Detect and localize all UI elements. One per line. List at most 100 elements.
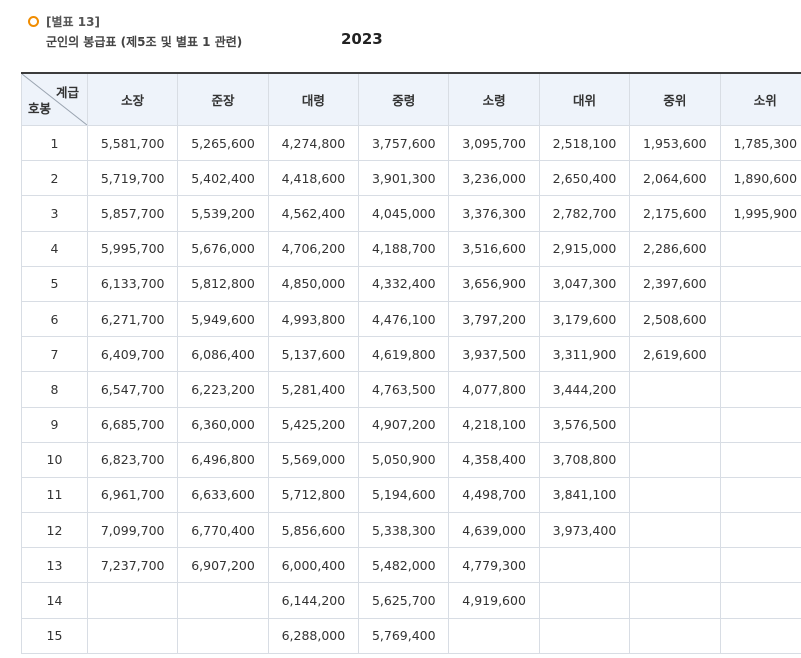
- pay-cell: 2,782,700: [538, 195, 631, 232]
- pay-cell: 6,223,200: [177, 371, 269, 408]
- pay-cell: 4,619,800: [358, 336, 450, 373]
- pay-cell: 3,047,300: [538, 265, 631, 302]
- column-header: 준장: [177, 72, 269, 126]
- diagonal-divider: [22, 74, 87, 125]
- pay-cell: [86, 582, 179, 619]
- table-caption: 군인의 봉급표 (제5조 및 별표 1 관련): [46, 35, 243, 49]
- pay-cell: 4,850,000: [267, 265, 360, 302]
- pay-cell: 7,237,700: [86, 547, 179, 584]
- pay-cell: 6,133,700: [86, 265, 179, 302]
- pay-cell: 3,516,600: [448, 230, 540, 267]
- pay-cell: 3,311,900: [538, 336, 631, 373]
- pay-cell: [719, 371, 801, 408]
- table-row: 2 5,719,700 5,402,400 4,418,600 3,901,300 3,2…: [21, 160, 801, 197]
- pay-cell: 4,907,200: [358, 406, 450, 443]
- pay-cell: 3,973,400: [538, 512, 631, 549]
- pay-cell: 3,901,300: [358, 160, 450, 197]
- pay-cell: 3,444,200: [538, 371, 631, 408]
- pay-cell: [177, 617, 269, 654]
- table-body: 1 5,581,700 5,265,600 4,274,800 3,757,600 3,0…: [21, 124, 801, 654]
- pay-cell: 5,769,400: [358, 617, 450, 654]
- pay-cell: [719, 617, 801, 654]
- pay-cell: 4,218,100: [448, 406, 540, 443]
- pay-cell: 2,915,000: [538, 230, 631, 267]
- pay-cell: 2,650,400: [538, 160, 631, 197]
- step-cell: 15: [21, 617, 88, 654]
- pay-cell: [719, 441, 801, 478]
- pay-cell: 5,338,300: [358, 512, 450, 549]
- pay-cell: [538, 547, 631, 584]
- column-header: 소장: [86, 72, 179, 126]
- step-cell: 12: [21, 512, 88, 549]
- pay-cell: [177, 582, 269, 619]
- table-row: 9 6,685,700 6,360,000 5,425,200 4,907,200 4,2…: [21, 406, 801, 443]
- pay-cell: [629, 512, 721, 549]
- step-cell: 13: [21, 547, 88, 584]
- pay-cell: [719, 300, 801, 338]
- pay-cell: 4,476,100: [358, 300, 450, 338]
- step-label: 호봉: [28, 101, 52, 116]
- pay-cell: [538, 582, 631, 619]
- pay-cell: 5,581,700: [86, 124, 179, 162]
- pay-cell: 1,953,600: [629, 124, 721, 162]
- pay-cell: 1,995,900: [719, 195, 801, 232]
- pay-cell: 6,496,800: [177, 441, 269, 478]
- pay-cell: 6,271,700: [86, 300, 179, 338]
- pay-cell: 4,779,300: [448, 547, 540, 584]
- pay-cell: 6,086,400: [177, 336, 269, 373]
- table-row: 6 6,271,700 5,949,600 4,993,800 4,476,100 3,7…: [21, 300, 801, 338]
- pay-cell: [629, 547, 721, 584]
- pay-cell: 6,288,000: [267, 617, 360, 654]
- appendix-tag: [별표 13]: [46, 15, 100, 29]
- table-row: 1 5,581,700 5,265,600 4,274,800 3,757,600 3,0…: [21, 124, 801, 162]
- pay-cell: 6,961,700: [86, 476, 179, 514]
- pay-cell: 6,685,700: [86, 406, 179, 443]
- pay-cell: [629, 617, 721, 654]
- pay-cell: 4,562,400: [267, 195, 360, 232]
- pay-cell: 3,236,000: [448, 160, 540, 197]
- column-header: 소령: [448, 72, 540, 126]
- pay-cell: 2,064,600: [629, 160, 721, 197]
- rank-label: 계급: [55, 85, 79, 100]
- pay-cell: 5,812,800: [177, 265, 269, 302]
- pay-cell: 5,949,600: [177, 300, 269, 338]
- pay-cell: 3,937,500: [448, 336, 540, 373]
- pay-cell: 2,286,600: [629, 230, 721, 267]
- step-cell: 9: [21, 406, 88, 443]
- pay-cell: 4,358,400: [448, 441, 540, 478]
- header-row: 계급 호봉 소장 준장 대령 중령 소령 대위 중위 소위: [21, 72, 801, 126]
- pay-cell: [629, 406, 721, 443]
- column-header: 중위: [629, 72, 721, 126]
- step-cell: 11: [21, 476, 88, 514]
- pay-cell: 5,676,000: [177, 230, 269, 267]
- table-row: 5 6,133,700 5,812,800 4,850,000 4,332,400 3,6…: [21, 265, 801, 302]
- circle-bullet-icon: [28, 16, 39, 27]
- pay-cell: 4,919,600: [448, 582, 540, 619]
- pay-cell: 5,625,700: [358, 582, 450, 619]
- step-cell: 5: [21, 265, 88, 302]
- pay-cell: 3,841,100: [538, 476, 631, 514]
- pay-cell: 5,425,200: [267, 406, 360, 443]
- column-header: 소위: [719, 72, 801, 126]
- pay-cell: 5,712,800: [267, 476, 360, 514]
- table-row: 10 6,823,700 6,496,800 5,569,000 5,050,900 4,…: [21, 441, 801, 478]
- pay-cell: 3,656,900: [448, 265, 540, 302]
- pay-cell: [448, 617, 540, 654]
- pay-cell: 3,376,300: [448, 195, 540, 232]
- pay-cell: 5,857,700: [86, 195, 179, 232]
- table-row: 11 6,961,700 6,633,600 5,712,800 5,194,600 4,…: [21, 476, 801, 514]
- pay-cell: 5,569,000: [267, 441, 360, 478]
- pay-cell: 3,708,800: [538, 441, 631, 478]
- pay-cell: 5,482,000: [358, 547, 450, 584]
- pay-cell: 4,639,000: [448, 512, 540, 549]
- pay-cell: 6,547,700: [86, 371, 179, 408]
- step-cell: 1: [21, 124, 88, 162]
- pay-cell: 4,993,800: [267, 300, 360, 338]
- pay-cell: 5,050,900: [358, 441, 450, 478]
- pay-cell: 3,757,600: [358, 124, 450, 162]
- step-cell: 4: [21, 230, 88, 267]
- pay-cell: 2,175,600: [629, 195, 721, 232]
- pay-cell: 3,179,600: [538, 300, 631, 338]
- pay-cell: 6,144,200: [267, 582, 360, 619]
- pay-cell: 5,281,400: [267, 371, 360, 408]
